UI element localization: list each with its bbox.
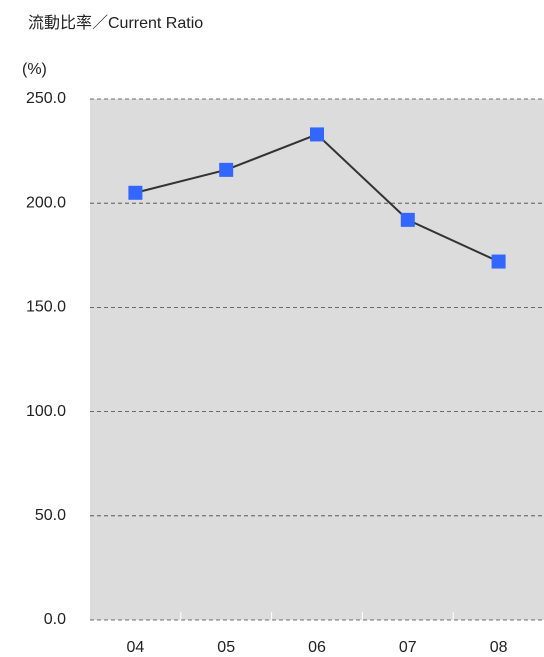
x-tick-label: 08 bbox=[490, 639, 508, 656]
x-tick-label: 07 bbox=[399, 639, 417, 656]
y-tick-label: 100.0 bbox=[26, 403, 66, 420]
x-tick-label: 05 bbox=[217, 639, 235, 656]
point-marker bbox=[128, 185, 143, 200]
chart-title: 流動比率／Current Ratio bbox=[28, 14, 203, 32]
x-tick-label: 06 bbox=[308, 639, 326, 656]
plot-area bbox=[90, 99, 544, 620]
point-marker bbox=[491, 254, 506, 269]
point-marker bbox=[310, 127, 324, 142]
y-tick-label: 250.0 bbox=[26, 90, 66, 107]
y-tick-label: 200.0 bbox=[26, 194, 66, 211]
y-tick-label: 0.0 bbox=[44, 611, 66, 628]
point-marker bbox=[400, 212, 415, 227]
y-tick-label: 50.0 bbox=[35, 507, 66, 524]
y-tick-label: 150.0 bbox=[26, 299, 66, 316]
x-tick-label: 04 bbox=[127, 639, 145, 656]
y-axis-label: (%) bbox=[22, 61, 47, 78]
point-marker bbox=[219, 162, 234, 177]
